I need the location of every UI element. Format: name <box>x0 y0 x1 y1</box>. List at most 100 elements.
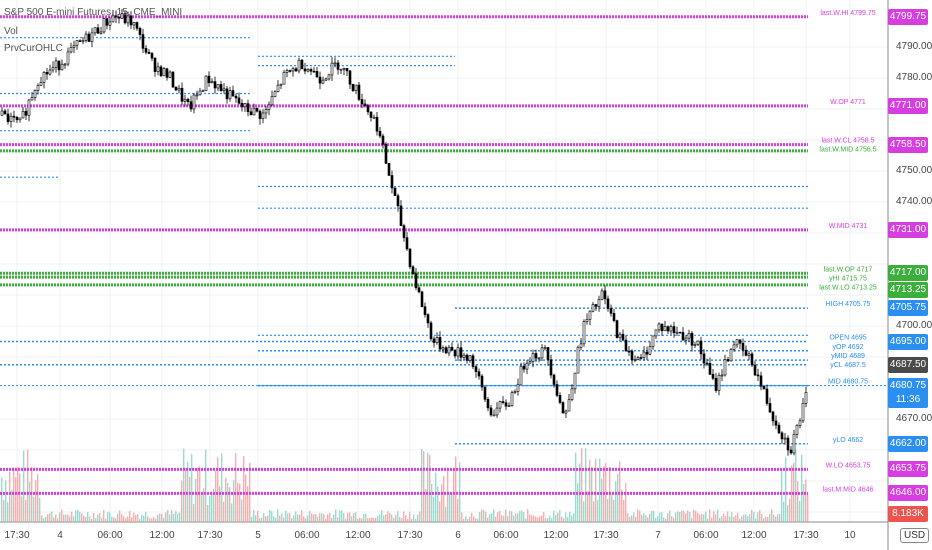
volume-bar <box>117 513 119 522</box>
candle-body <box>465 354 469 361</box>
candle-body <box>255 107 259 112</box>
candle-body <box>753 364 757 376</box>
candle-body <box>513 391 517 393</box>
level-label: last.M.MID 4646 <box>823 486 874 493</box>
volume-bar <box>683 511 685 522</box>
level-label: W.OP 4771 <box>830 99 866 106</box>
volume-bar <box>571 515 573 522</box>
candle-body <box>288 70 292 72</box>
candle-body <box>237 97 241 104</box>
volume-bar <box>769 513 771 522</box>
candle-body <box>804 392 808 404</box>
indicator-prvcurohlc[interactable]: PrvCurOHLC <box>4 43 63 54</box>
volume-bar <box>739 518 741 522</box>
volume-bar <box>191 454 193 522</box>
indicator-vol[interactable]: Vol <box>4 26 18 37</box>
candle-body <box>771 411 775 422</box>
volume-bar <box>733 516 735 522</box>
candle-body <box>459 347 463 358</box>
candle-body <box>498 401 502 409</box>
currency-button[interactable]: USD <box>900 528 930 543</box>
candle-body <box>780 432 784 440</box>
volume-bar <box>557 512 559 522</box>
time-tick-label: 4 <box>57 530 63 541</box>
volume-bar <box>161 513 163 522</box>
volume-bar <box>499 511 501 522</box>
candle-body <box>711 373 715 379</box>
candle-body <box>606 298 610 309</box>
volume-bar <box>757 512 759 522</box>
volume-bar <box>753 511 755 522</box>
volume-bar <box>521 510 523 522</box>
volume-bar <box>633 512 635 522</box>
volume-bar <box>593 501 595 522</box>
candle-body <box>111 15 115 23</box>
volume-bar <box>397 511 399 522</box>
volume-bar <box>39 497 41 522</box>
candle-body <box>282 72 286 85</box>
volume-bar <box>85 516 87 522</box>
level-label: OPEN 4695 <box>829 335 866 342</box>
volume-bar <box>417 514 419 522</box>
volume-bar <box>537 517 539 522</box>
candle-body <box>339 68 343 71</box>
price-badge: 4717.00 <box>888 265 928 282</box>
candle-body <box>27 99 31 116</box>
candle-body <box>531 353 535 362</box>
volume-bar <box>329 512 331 522</box>
volume-bar <box>741 516 743 522</box>
volume-bar <box>569 511 571 522</box>
time-tick-label: 5 <box>255 530 261 541</box>
candle-body <box>213 81 217 89</box>
volume-bar <box>767 517 769 522</box>
candle-body <box>636 357 640 360</box>
volume-bar <box>11 489 13 522</box>
volume-bar <box>783 501 785 522</box>
volume-bar <box>707 518 709 522</box>
volume-bar <box>19 473 21 522</box>
volume-bar <box>649 513 651 522</box>
volume-bar <box>255 515 257 522</box>
candle-body <box>186 98 190 102</box>
level-label: W.LO 4653.75 <box>826 462 871 469</box>
volume-bar <box>71 511 73 522</box>
volume-bar <box>389 512 391 522</box>
candle-body <box>366 105 370 113</box>
volume-bar <box>235 452 237 522</box>
candle-body <box>417 287 421 293</box>
volume-bar <box>379 514 381 522</box>
candle-body <box>156 66 160 72</box>
volume-bar <box>189 476 191 522</box>
candle-body <box>348 70 352 85</box>
candle-body <box>441 347 445 350</box>
candle-body <box>726 359 730 362</box>
volume-bar <box>319 513 321 522</box>
volume-bar <box>777 514 779 522</box>
volume-bar <box>645 514 647 522</box>
candle-body <box>585 318 589 322</box>
volume-bar <box>531 515 533 522</box>
candle-body <box>489 407 493 416</box>
volume-bar <box>383 515 385 522</box>
candle-body <box>492 414 496 417</box>
volume-bar <box>795 449 797 522</box>
volume-bar <box>261 517 263 522</box>
candle-body <box>741 342 745 351</box>
volume-bar <box>129 511 131 522</box>
candle-body <box>759 375 763 387</box>
candle-body <box>717 375 721 391</box>
volume-bar <box>547 518 549 522</box>
candle-body <box>618 333 622 338</box>
volume-bar <box>693 509 695 522</box>
candle-body <box>444 347 448 354</box>
candle-body <box>774 420 778 426</box>
volume-bar <box>367 518 369 522</box>
volume-bar <box>269 509 271 522</box>
candle-body <box>87 33 91 42</box>
volume-bar <box>55 514 57 522</box>
volume-bar <box>83 515 85 522</box>
volume-bar <box>663 517 665 522</box>
candle-body <box>696 340 700 345</box>
candle-body <box>486 399 490 409</box>
